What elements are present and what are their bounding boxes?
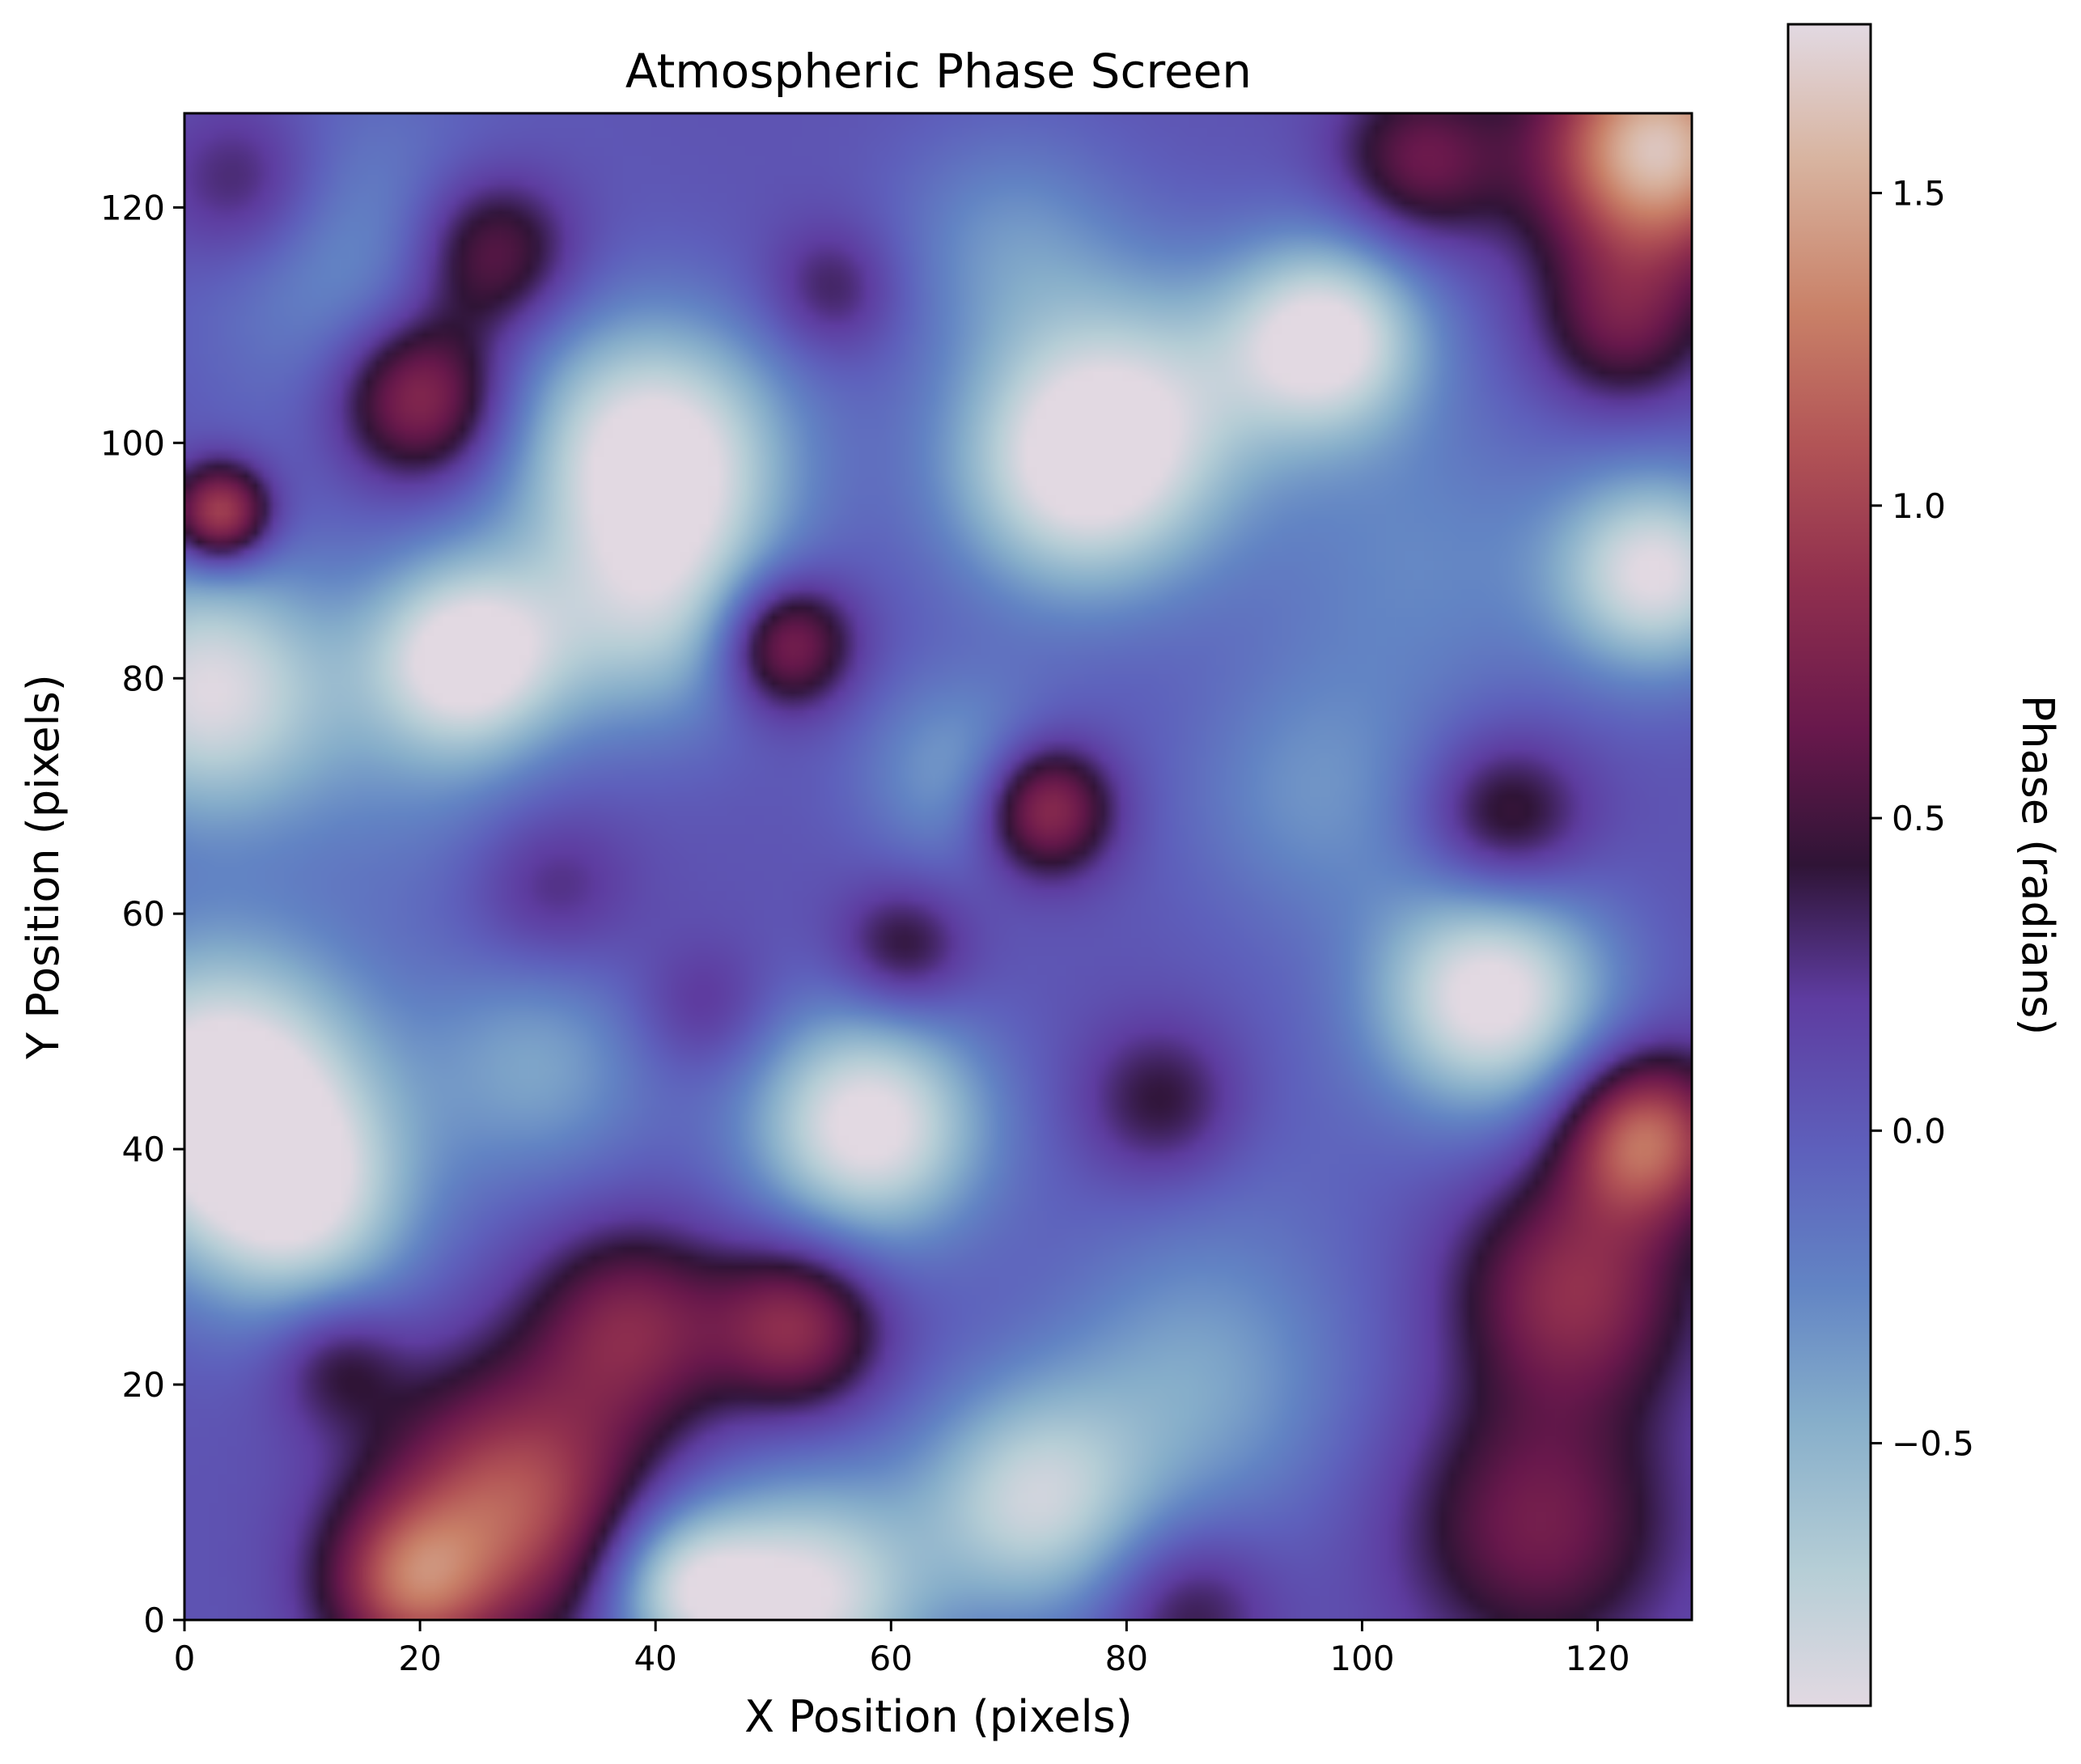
colorbar-label: Phase (radians) bbox=[2012, 695, 2063, 1036]
x-axis-label: X Position (pixels) bbox=[744, 1691, 1133, 1742]
colorbar-tick-label: 1.0 bbox=[1892, 486, 1946, 526]
y-tick-label: 60 bbox=[122, 894, 165, 934]
x-tick-label: 100 bbox=[1329, 1639, 1394, 1678]
colorbar-ticks: −0.5 0.0 0.5 1.0 1.5 bbox=[1871, 174, 1974, 1464]
y-tick-label: 20 bbox=[122, 1365, 165, 1405]
phase-heatmap bbox=[184, 113, 1692, 1620]
y-tick-label: 100 bbox=[100, 423, 165, 463]
colorbar-tick-label: 0.0 bbox=[1892, 1111, 1946, 1151]
y-tick-label: 80 bbox=[122, 659, 165, 698]
y-axis-label: Y Position (pixels) bbox=[18, 674, 69, 1060]
x-tick-label: 40 bbox=[634, 1639, 676, 1678]
colorbar-frame bbox=[1786, 23, 1872, 1707]
colorbar-tick-label: 1.5 bbox=[1892, 174, 1946, 214]
x-axis-ticks: 0 20 40 60 80 100 120 bbox=[174, 1620, 1630, 1678]
y-tick-label: 120 bbox=[100, 188, 165, 227]
colorbar-tick-label: −0.5 bbox=[1892, 1424, 1974, 1464]
x-tick-label: 0 bbox=[174, 1639, 196, 1678]
x-tick-label: 120 bbox=[1565, 1639, 1630, 1678]
colorbar-tick-label: 0.5 bbox=[1892, 799, 1946, 838]
x-tick-label: 60 bbox=[870, 1639, 913, 1678]
colorbar bbox=[1788, 24, 1871, 1706]
x-tick-label: 80 bbox=[1105, 1639, 1148, 1678]
y-tick-label: 0 bbox=[143, 1601, 165, 1640]
y-tick-label: 40 bbox=[122, 1130, 165, 1169]
plot-frame bbox=[183, 112, 1693, 1622]
chart-title: Atmospheric Phase Screen bbox=[625, 44, 1252, 99]
x-tick-label: 20 bbox=[398, 1639, 441, 1678]
y-axis-ticks: 0 20 40 60 80 100 120 bbox=[100, 188, 184, 1640]
